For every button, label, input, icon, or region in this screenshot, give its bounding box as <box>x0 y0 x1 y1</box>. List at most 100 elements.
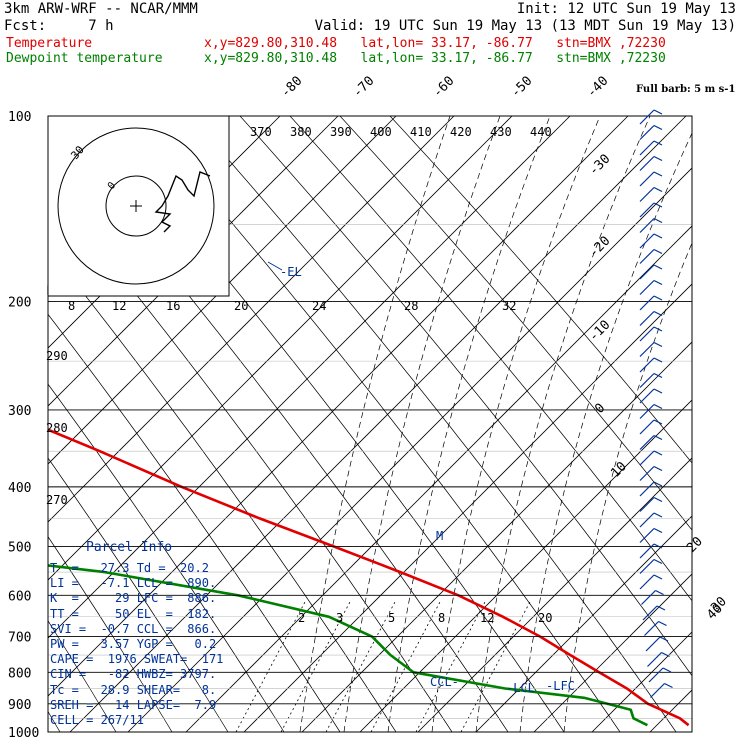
mixing-ratio-label: 20 <box>538 611 552 625</box>
wind-barb-flag <box>653 419 663 425</box>
pressure-tick-label: 900 <box>8 698 31 713</box>
init-time: Init: 12 UTC Sun 19 May 13 <box>516 1 736 17</box>
wind-barb-flag <box>653 124 663 131</box>
wind-barb-flag <box>653 481 663 487</box>
isotherm-line <box>48 116 513 581</box>
wind-barb <box>639 311 655 326</box>
isotherm-label: 10 <box>608 459 630 481</box>
wind-barb <box>639 559 655 574</box>
wind-barb <box>639 512 655 528</box>
theta-label: 390 <box>330 125 352 139</box>
wind-barb <box>639 187 655 202</box>
wind-barb-flag <box>653 202 663 208</box>
isotherm-line <box>475 515 692 732</box>
isotherm-line <box>243 283 692 732</box>
moist-adiabat <box>343 116 501 732</box>
dry-adiabat <box>48 247 397 732</box>
isotherm-line <box>359 399 692 732</box>
hodograph-trace <box>154 171 211 233</box>
isotherm-label: 20 <box>684 534 706 556</box>
isotherm-line <box>127 167 692 732</box>
dewpoint-label: Dewpoint temperature <box>6 51 163 66</box>
wind-barb-flag <box>653 295 663 301</box>
wind-barb <box>639 543 655 559</box>
parcel-info-row: TT = 50 EL = 182. <box>50 606 217 621</box>
wind-barb <box>639 466 655 481</box>
pressure-tick-label: 100 <box>8 110 31 125</box>
parcel-info-row: LI = -7.1 LCL = 890. <box>50 576 217 591</box>
dry-adiabat <box>48 313 341 732</box>
isotherm-label: -60 <box>430 74 457 101</box>
moist-adiabat <box>475 116 651 732</box>
pressure-tick-label: 600 <box>8 589 31 604</box>
parcel-info-row: K = 29 LFC = 886. <box>50 591 217 606</box>
wind-barb <box>639 249 655 264</box>
wind-barb <box>650 683 665 698</box>
parcel-info-row: CAPE = 1976 SWEAT= 171 <box>50 652 224 667</box>
wind-barb-flag <box>659 636 669 642</box>
theta-label: 400 <box>370 125 392 139</box>
theta-e-label: 290 <box>46 349 68 363</box>
wind-barb-flag <box>653 109 663 115</box>
lfc-annotation: -LFC <box>546 679 575 693</box>
temperature-trace <box>48 428 690 727</box>
parcel-info-row: CIN = -82 HWBZ= 3797. <box>50 667 217 682</box>
theta-label: 380 <box>290 125 312 139</box>
parcel-info-panel: Parcel Info T = 27.3 Td = 20.2 LI = -7.1 … <box>48 536 232 732</box>
isotherm-label: -80 <box>278 74 305 101</box>
wind-barb <box>639 171 655 187</box>
dry-adiabat <box>339 116 692 531</box>
wind-barb-flag <box>653 248 663 255</box>
parcel-info-row: SVI = -0.7 CCL = 866. <box>50 621 217 636</box>
wind-barb <box>639 280 655 295</box>
wind-barb-flag <box>653 357 663 363</box>
wind-barb-flag <box>653 450 663 456</box>
isotherm-line <box>533 573 692 732</box>
isotherm-label: -50 <box>508 74 535 101</box>
wind-barb-flag <box>653 279 663 286</box>
isotherm-line <box>185 225 692 732</box>
pressure-tick-label: 800 <box>8 666 31 681</box>
hodograph-speed-label: 20 <box>234 299 248 313</box>
wind-barb-flag <box>653 140 663 146</box>
wind-barb-flag <box>653 434 663 441</box>
dewpoint-location: x,y=829.80,310.48 lat,lon= 33.17, -86.77… <box>204 51 666 66</box>
dry-adiabat <box>48 620 117 732</box>
m-annotation: M <box>436 529 443 543</box>
dry-adiabat <box>48 383 285 732</box>
wind-barb <box>639 404 655 419</box>
isotherm-label: -70 <box>350 74 377 101</box>
theta-e-label: 270 <box>46 493 68 507</box>
isotherm-label: -20 <box>586 234 613 261</box>
pressure-tick-label: 400 <box>8 481 31 496</box>
hodograph-speed-label: 16 <box>166 299 180 313</box>
isotherm-line <box>301 341 692 732</box>
wind-barb <box>639 357 655 373</box>
parcel-info-row: T = 27.3 Td = 20.2 <box>50 561 209 575</box>
wind-barb <box>639 140 655 156</box>
wind-barb-flag <box>653 558 663 565</box>
isotherm-line <box>417 457 692 732</box>
hodograph-ring <box>105 175 167 237</box>
wind-barb <box>639 435 655 450</box>
wind-barb-flag <box>653 543 663 549</box>
temperature-label: Temperature <box>6 36 93 51</box>
hodograph-ring <box>57 127 215 285</box>
wind-barb <box>639 342 655 357</box>
wind-barb-flag <box>653 527 663 534</box>
valid-time: Valid: 19 UTC Sun 19 May 13 (13 MDT Sun … <box>314 18 736 34</box>
wind-barb-flag <box>653 403 663 410</box>
pressure-tick-label: 700 <box>8 631 31 646</box>
hodograph-speed-label: 32 <box>502 299 516 313</box>
wind-barb <box>647 652 662 667</box>
isotherm-line <box>48 116 629 697</box>
wind-barb <box>639 574 655 590</box>
wind-barb <box>639 156 655 171</box>
forecast-hour: Fcst: 7 h <box>4 18 114 34</box>
barb-legend: Full barb: 5 m s-1 <box>636 84 735 95</box>
parcel-info-title: Parcel Info <box>86 540 173 555</box>
isotherm-line <box>708 116 740 732</box>
wind-barb <box>639 295 655 311</box>
wind-barb-flag <box>664 682 673 689</box>
